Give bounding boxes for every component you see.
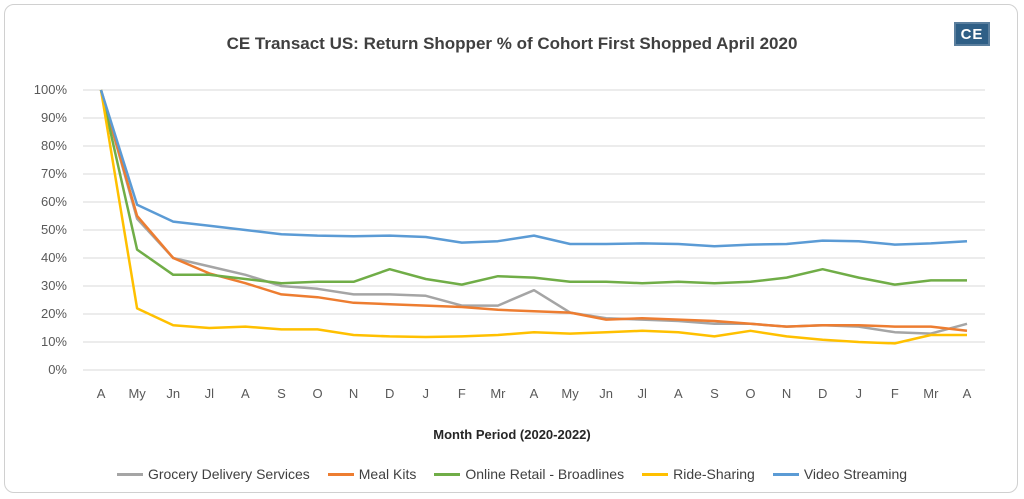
x-tick-label: Mr [923, 386, 939, 401]
y-axis-ticks: 0% 10% 20% 30% 40% 50% 60% 70% 80% 90% 100% [34, 82, 68, 377]
x-tick-label: S [277, 386, 286, 401]
series-lines [99, 89, 968, 345]
x-tick-label: S [710, 386, 719, 401]
x-tick-label: A [97, 386, 106, 401]
x-axis-ticks: A My Jn Jl A S O N D J F Mr A My Jn Jl A S O N D J F Mr A [97, 386, 972, 401]
y-tick-label: 90% [41, 110, 67, 125]
x-tick-label: A [241, 386, 250, 401]
x-tick-label: O [745, 386, 755, 401]
series-line-meal-kits [99, 89, 968, 333]
x-tick-label: F [891, 386, 899, 401]
x-tick-label: Mr [490, 386, 506, 401]
y-tick-label: 60% [41, 194, 67, 209]
legend-label: Meal Kits [358, 466, 417, 482]
x-tick-label: N [782, 386, 791, 401]
x-tick-label: J [423, 386, 430, 401]
gridlines [83, 89, 985, 371]
y-tick-label: 10% [41, 334, 67, 349]
legend-item: Video Streaming [772, 466, 908, 482]
x-tick-label: F [458, 386, 466, 401]
chart-title: CE Transact US: Return Shopper % of Coho… [226, 34, 798, 53]
legend: Grocery Delivery Services Meal Kits Online… [0, 466, 1024, 482]
y-tick-label: 80% [41, 138, 67, 153]
series-line-grocery-delivery-services [99, 89, 968, 335]
series-line-ride-sharing [99, 89, 967, 345]
legend-item: Online Retail - Broadlines [434, 466, 624, 482]
x-tick-label: Jn [599, 386, 613, 401]
legend-label: Ride-Sharing [673, 466, 755, 482]
legend-item: Ride-Sharing [642, 466, 755, 482]
legend-label: Video Streaming [803, 466, 908, 482]
y-tick-label: 40% [41, 250, 67, 265]
legend-swatch [642, 472, 669, 476]
legend-label: Grocery Delivery Services [147, 466, 310, 482]
y-tick-label: 70% [41, 166, 67, 181]
y-tick-label: 20% [41, 306, 67, 321]
y-tick-label: 30% [41, 278, 67, 293]
x-tick-label: My [128, 386, 146, 401]
legend-item: Grocery Delivery Services [116, 466, 310, 482]
x-tick-label: D [818, 386, 827, 401]
x-tick-label: A [963, 386, 972, 401]
legend-swatch [327, 472, 354, 476]
x-axis-label: Month Period (2020-2022) [433, 427, 591, 442]
chart-frame [4, 4, 1018, 493]
x-tick-label: Jn [166, 386, 180, 401]
x-tick-label: D [385, 386, 394, 401]
y-tick-label: 100% [34, 82, 68, 97]
x-tick-label: J [855, 386, 862, 401]
x-tick-label: A [674, 386, 683, 401]
legend-swatch [116, 472, 143, 476]
x-tick-label: Jl [638, 386, 648, 401]
series-line-video-streaming [99, 89, 968, 248]
x-tick-label: Jl [205, 386, 215, 401]
x-tick-label: A [530, 386, 539, 401]
ce-logo: CE [954, 22, 990, 46]
x-tick-label: N [349, 386, 358, 401]
x-tick-label: O [312, 386, 322, 401]
x-tick-label: My [561, 386, 579, 401]
y-tick-label: 0% [48, 362, 67, 377]
legend-swatch [772, 472, 799, 476]
series-line-online-retail-broadlines [99, 89, 967, 286]
legend-label: Online Retail - Broadlines [465, 466, 625, 482]
legend-item: Meal Kits [327, 466, 417, 482]
y-tick-label: 50% [41, 222, 67, 237]
legend-swatch [434, 472, 461, 476]
